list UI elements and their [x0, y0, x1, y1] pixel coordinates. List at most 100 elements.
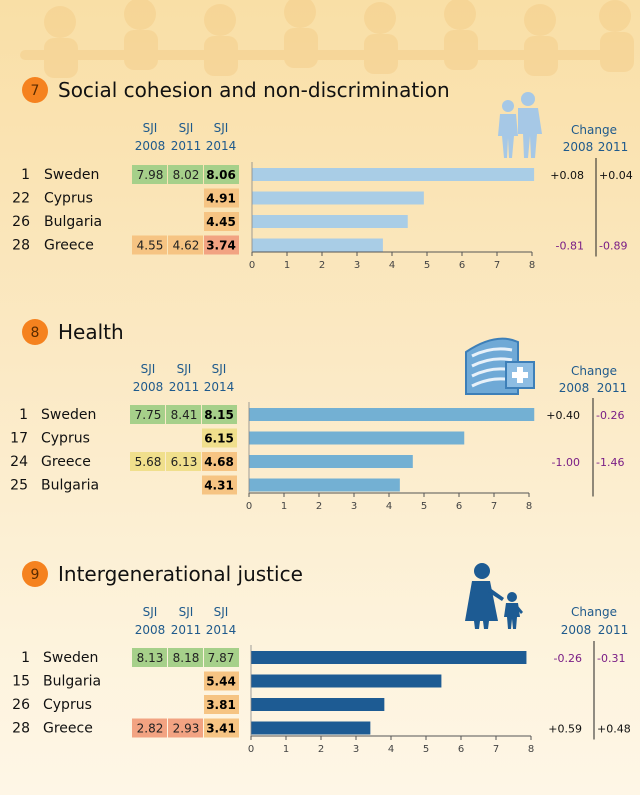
change-header-year: 2011 — [598, 623, 629, 637]
score-value: 7.98 — [137, 168, 164, 182]
bar — [249, 478, 400, 492]
change-header-label: Change — [571, 123, 617, 137]
section-title: Health — [58, 320, 124, 344]
country-label: Sweden — [41, 407, 96, 423]
rank-label: 24 — [10, 454, 28, 470]
bar — [252, 215, 408, 228]
sji-header-label: SJI — [212, 362, 227, 376]
change-header-year: 2008 — [559, 381, 590, 395]
change-value: -0.26 — [596, 409, 624, 422]
bar — [252, 191, 424, 205]
change-header-year: 2011 — [597, 381, 628, 395]
paper-people-background — [20, 0, 634, 78]
country-label: Sweden — [43, 650, 98, 666]
x-tick-label: 7 — [494, 260, 500, 271]
x-tick-label: 2 — [318, 744, 324, 755]
score-tile — [202, 405, 237, 424]
rank-label: 26 — [12, 214, 30, 230]
x-tick-label: 6 — [458, 744, 464, 755]
score-tile — [204, 718, 239, 738]
table-row: 1 Sweden 8.13 8.18 7.87 -0.26 -0.31 — [21, 648, 625, 667]
hospital-icon — [465, 337, 535, 395]
bar — [249, 455, 413, 468]
score-value: 4.68 — [204, 455, 234, 469]
change-value: -0.26 — [554, 652, 582, 665]
bar — [252, 238, 383, 252]
bar — [252, 168, 535, 181]
score-tile — [166, 405, 201, 424]
score-value: 5.68 — [135, 455, 162, 469]
x-tick-label: 1 — [284, 260, 290, 271]
x-tick-label: 8 — [528, 744, 534, 755]
change-value: +0.40 — [546, 409, 580, 422]
section-number: 7 — [31, 83, 40, 99]
table-row: 17 Cyprus 6.15 — [10, 428, 465, 448]
change-value: +0.08 — [550, 169, 584, 182]
score-tile — [204, 695, 239, 714]
sji-header-year: 2014 — [206, 139, 237, 153]
score-value: 8.41 — [171, 408, 198, 422]
x-tick-label: 2 — [319, 260, 325, 271]
country-label: Bulgaria — [44, 214, 102, 230]
table-row: 25 Bulgaria 4.31 — [10, 475, 400, 495]
rank-label: 15 — [12, 674, 30, 690]
section-number-badge — [22, 319, 48, 345]
change-header-label: Change — [571, 605, 617, 619]
table-row: 26 Bulgaria 4.45 — [12, 212, 408, 231]
x-tick-label: 4 — [386, 501, 392, 512]
country-label: Bulgaria — [41, 478, 99, 494]
score-tile — [130, 405, 165, 424]
section-number-badge — [22, 77, 48, 103]
score-value: 8.13 — [137, 651, 164, 665]
change-value: +0.59 — [548, 723, 582, 736]
section-number: 9 — [31, 567, 40, 583]
score-tile — [204, 212, 239, 231]
score-tile — [204, 235, 239, 255]
table-row: 15 Bulgaria 5.44 — [12, 671, 442, 691]
score-tile — [168, 235, 203, 255]
sji-header-year: 2008 — [133, 380, 164, 394]
score-value: 6.15 — [204, 432, 234, 446]
x-tick-label: 6 — [456, 501, 462, 512]
country-label: Bulgaria — [43, 674, 101, 690]
table-row: 28 Greece 2.82 2.93 3.41 +0.59 +0.48 — [12, 718, 631, 738]
score-value: 2.82 — [137, 722, 164, 736]
rank-label: 25 — [10, 478, 28, 494]
x-tick-label: 5 — [421, 501, 427, 512]
change-value: -1.00 — [552, 456, 580, 469]
score-value: 2.93 — [173, 722, 200, 736]
rank-label: 28 — [12, 721, 30, 737]
score-tile — [202, 428, 237, 448]
table-row: 1 Sweden 7.98 8.02 8.06 +0.08 +0.04 — [21, 165, 633, 184]
section-number-badge — [22, 561, 48, 587]
score-value: 4.55 — [137, 239, 164, 253]
x-tick-label: 7 — [493, 744, 499, 755]
change-value: -0.81 — [556, 240, 584, 253]
score-tile — [168, 648, 203, 667]
rank-label: 22 — [12, 191, 30, 207]
score-value: 4.31 — [204, 479, 234, 493]
country-label: Greece — [44, 238, 94, 254]
score-tile — [132, 235, 167, 255]
sji-header-label: SJI — [141, 362, 156, 376]
sji-header-label: SJI — [214, 605, 229, 619]
x-tick-label: 6 — [459, 260, 465, 271]
change-header-year: 2011 — [598, 140, 629, 154]
x-tick-label: 2 — [316, 501, 322, 512]
sji-header-label: SJI — [214, 121, 229, 135]
score-tile — [204, 648, 239, 667]
score-tile — [168, 165, 203, 184]
score-value: 4.91 — [206, 192, 236, 206]
sji-header-year: 2011 — [171, 623, 202, 637]
table-row: 22 Cyprus 4.91 — [12, 188, 424, 208]
grandparent-child-icon — [465, 563, 523, 629]
score-tile — [132, 648, 167, 667]
sji-header-year: 2011 — [171, 139, 202, 153]
score-tile — [204, 188, 239, 208]
change-header-label: Change — [571, 364, 617, 378]
x-tick-label: 3 — [351, 501, 357, 512]
sji-header-year: 2008 — [135, 139, 166, 153]
section-7: 7 Social cohesion and non-discrimination S… — [12, 77, 633, 271]
table-row: 24 Greece 5.68 6.13 4.68 -1.00 -1.46 — [10, 452, 624, 471]
